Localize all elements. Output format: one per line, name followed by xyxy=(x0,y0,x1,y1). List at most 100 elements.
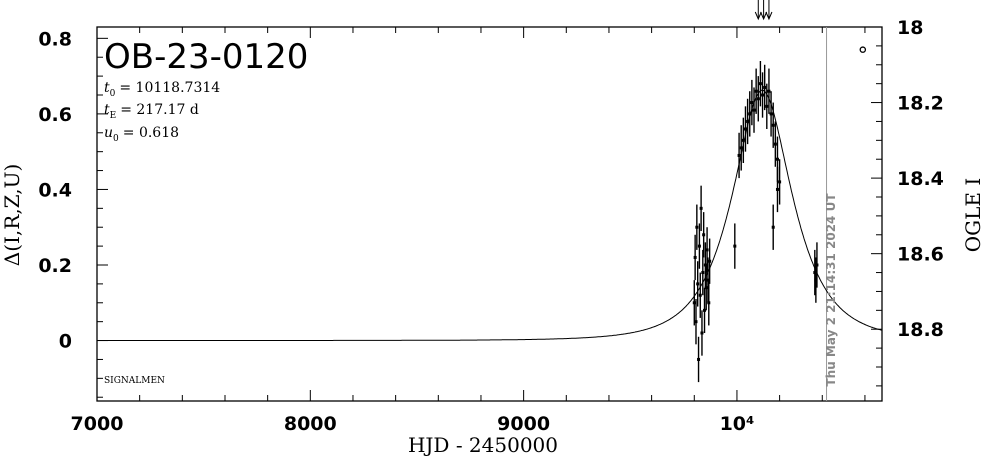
point-marker xyxy=(694,320,698,324)
right-tick-label: 18.8 xyxy=(897,319,944,341)
data-point xyxy=(708,238,712,284)
y-tick-label: 0.8 xyxy=(38,28,72,50)
point-marker xyxy=(754,89,758,93)
data-point xyxy=(754,68,758,114)
x-tick-label: 7000 xyxy=(71,413,124,435)
point-marker xyxy=(761,93,765,97)
data-point xyxy=(752,87,756,133)
x-tick-label: 9000 xyxy=(497,413,550,435)
open-circle-marker xyxy=(859,46,867,53)
data-point xyxy=(693,234,697,281)
data-point xyxy=(771,204,775,250)
data-point xyxy=(692,280,696,326)
y-tick-label: 0 xyxy=(59,331,72,353)
data-point xyxy=(698,272,702,318)
point-marker xyxy=(701,271,705,275)
data-point xyxy=(769,91,773,137)
point-marker xyxy=(765,104,769,108)
point-marker xyxy=(699,206,703,210)
point-marker xyxy=(778,180,782,184)
point-marker xyxy=(697,357,701,361)
data-point xyxy=(737,132,741,179)
peak-arrow xyxy=(754,0,762,21)
point-marker xyxy=(692,301,696,305)
right-tick-label: 18.6 xyxy=(897,244,944,266)
data-point xyxy=(756,76,760,122)
point-marker xyxy=(698,293,702,297)
point-marker xyxy=(758,82,762,86)
data-points-layer xyxy=(692,0,867,383)
peak-arrow xyxy=(760,0,768,21)
model-layer xyxy=(97,89,883,341)
model-curve xyxy=(97,89,883,341)
peak-arrow xyxy=(765,0,773,21)
plot-frame xyxy=(96,26,883,402)
point-marker xyxy=(775,187,779,191)
point-marker xyxy=(693,255,697,259)
point-marker xyxy=(767,89,771,93)
data-point xyxy=(700,310,704,356)
data-point xyxy=(702,212,706,258)
y-tick-label: 0.6 xyxy=(38,104,72,126)
point-marker xyxy=(708,259,712,263)
data-point xyxy=(773,121,777,167)
date-stamp: Thu May 2 21:14:31 2024 UT xyxy=(824,193,838,387)
point-marker xyxy=(815,263,819,267)
point-marker xyxy=(741,138,745,142)
data-point xyxy=(707,280,711,326)
arrow-head xyxy=(754,11,762,21)
data-point xyxy=(743,106,747,152)
data-point xyxy=(695,204,699,250)
point-marker xyxy=(703,263,707,267)
plot-border xyxy=(96,26,883,402)
right-tick-label: 18.4 xyxy=(897,168,944,190)
data-point xyxy=(705,227,709,273)
y-axis-title-right: OGLE I xyxy=(961,178,985,253)
point-marker xyxy=(773,142,777,146)
x-axis-title: HJD - 2450000 xyxy=(408,433,558,457)
data-point xyxy=(739,125,743,171)
point-marker xyxy=(705,248,709,252)
right-tick-label: 18 xyxy=(897,17,923,39)
data-point xyxy=(750,79,754,126)
point-marker xyxy=(733,244,737,248)
point-marker xyxy=(750,101,754,105)
data-point xyxy=(694,299,698,345)
x-tick-label: 8000 xyxy=(284,413,337,435)
point-marker xyxy=(763,85,767,89)
y-axis-title-left: Δ(I,R,Z,U) xyxy=(0,164,24,266)
data-point xyxy=(701,249,705,296)
data-point xyxy=(767,68,771,114)
point-marker xyxy=(700,331,704,335)
data-point xyxy=(733,223,737,269)
point-marker xyxy=(769,112,773,116)
param-t0: t0 = 10118.7314 xyxy=(104,80,220,99)
point-marker xyxy=(813,271,817,275)
point-marker xyxy=(696,282,700,286)
param-tE: tE = 217.17 d xyxy=(104,102,199,121)
footer-label: SIGNALMEN xyxy=(104,376,165,386)
data-point xyxy=(699,185,703,231)
data-point xyxy=(771,102,775,148)
point-marker xyxy=(756,97,760,101)
data-point xyxy=(763,64,767,111)
data-point xyxy=(778,159,782,205)
point-marker xyxy=(775,157,779,161)
point-marker xyxy=(814,278,818,282)
point-marker xyxy=(707,301,711,305)
point-marker xyxy=(706,278,710,282)
data-point xyxy=(761,72,765,118)
ticks-layer xyxy=(96,26,882,401)
data-point xyxy=(746,98,750,145)
point-marker xyxy=(702,233,706,237)
x-tick-label: 10⁴ xyxy=(720,413,755,435)
point-marker xyxy=(704,286,708,290)
point-marker xyxy=(752,108,756,112)
data-point xyxy=(706,257,710,303)
event-title: OB-23-0120 xyxy=(104,37,308,77)
data-point xyxy=(758,61,762,107)
data-point xyxy=(813,249,817,296)
data-point xyxy=(815,242,819,288)
data-point xyxy=(741,117,745,163)
